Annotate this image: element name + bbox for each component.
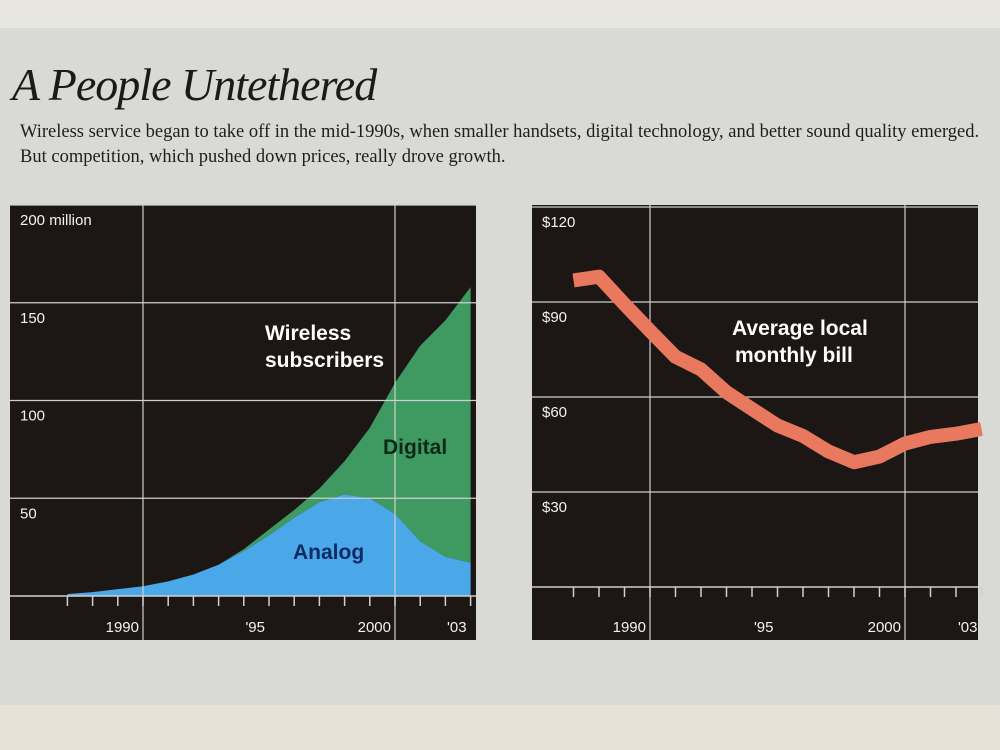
y-tick-label: $120 xyxy=(542,214,575,231)
x-tick-label: 1990 xyxy=(106,619,139,636)
page-top-edge xyxy=(0,0,1000,28)
digital-label: Digital xyxy=(383,436,447,459)
y-tick-label: 100 xyxy=(20,408,45,425)
line-label: monthly bill xyxy=(735,344,853,367)
analog-area xyxy=(67,494,471,596)
x-tick-label: 1990 xyxy=(613,619,646,636)
chart-label: subscribers xyxy=(265,349,384,372)
monthly-bill-chart: $30 $60 $90 $120 1990 '95 2000 '03 Average local… xyxy=(532,205,983,640)
page-subtitle: Wireless service began to take off in th… xyxy=(20,122,980,167)
y-tick-label: $90 xyxy=(542,309,567,326)
x-tick-label: 2000 xyxy=(868,619,901,636)
x-tick-label: '95 xyxy=(754,619,774,636)
page-title: A People Untethered xyxy=(12,59,377,110)
chart-label: Wireless xyxy=(265,322,351,345)
subscribers-chart: 50 100 150 200 million 1990 '95 2000 '03 Wireles… xyxy=(10,204,476,640)
line-label: Average local xyxy=(732,317,868,340)
x-tick-label: '03 xyxy=(958,619,978,636)
y-tick-label: 50 xyxy=(20,505,37,522)
page-bottom-edge xyxy=(0,705,1000,750)
y-tick-label: 200 million xyxy=(20,212,92,229)
x-tick-label: '95 xyxy=(245,619,265,636)
analog-label: Analog xyxy=(293,541,364,564)
y-tick-label: $30 xyxy=(542,499,567,516)
digital-area xyxy=(67,287,471,595)
y-tick-label: 150 xyxy=(20,310,45,327)
x-tick-label: 2000 xyxy=(358,619,391,636)
x-tick-label: '03 xyxy=(447,619,467,636)
y-tick-label: $60 xyxy=(542,404,567,421)
